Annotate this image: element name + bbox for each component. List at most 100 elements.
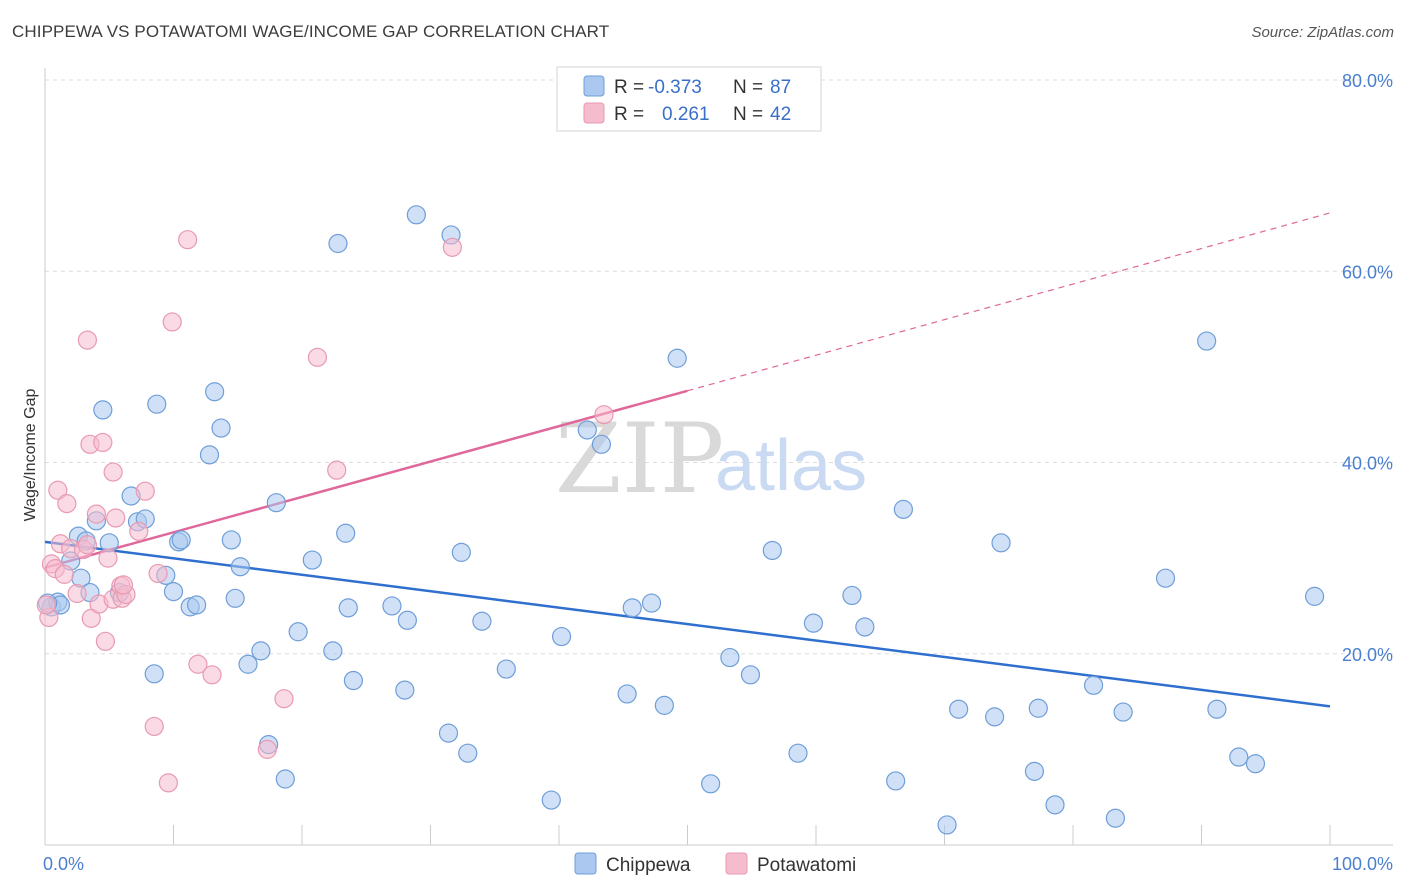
legend-n-value: 87 (770, 77, 791, 98)
data-point-chippewa (163, 581, 184, 602)
data-point-chippewa (654, 695, 674, 715)
legend-n-label: N = (733, 77, 763, 98)
data-point-potawatomi (67, 583, 87, 604)
data-point-chippewa (199, 445, 220, 465)
data-point-chippewa (1197, 331, 1217, 351)
data-point-potawatomi (442, 237, 462, 257)
data-point-chippewa (205, 382, 225, 402)
data-point-potawatomi (48, 480, 68, 500)
watermark-atlas: atlas (715, 426, 867, 506)
axes (44, 68, 1393, 846)
legend-r-value: -0.373 (648, 77, 702, 98)
data-point-chippewa (720, 647, 740, 668)
data-point-chippewa (886, 771, 906, 791)
data-point-chippewa (338, 598, 358, 618)
data-point-potawatomi (106, 508, 126, 528)
data-point-chippewa (187, 595, 207, 615)
data-point-chippewa (1155, 568, 1176, 588)
trend-line (44, 389, 688, 569)
data-point-chippewa (397, 610, 417, 630)
data-point-chippewa (221, 530, 241, 550)
y-tick-label: 20.0% (1342, 645, 1393, 665)
data-point-chippewa (1045, 795, 1065, 815)
data-point-chippewa (323, 641, 343, 661)
trend-lines (44, 212, 1331, 708)
tick-labels: 20.0% 40.0% 60.0% 80.0% 0.0% 100.0% (43, 71, 1393, 874)
data-point-chippewa (991, 533, 1011, 553)
data-point-chippewa (406, 205, 426, 225)
data-point-chippewa (541, 790, 561, 810)
data-point-chippewa (302, 550, 322, 570)
legend-r-label: R = (614, 77, 644, 98)
data-point-chippewa (438, 723, 459, 743)
data-point-chippewa (251, 641, 271, 661)
data-point-chippewa (937, 815, 957, 835)
data-point-chippewa (842, 585, 862, 606)
data-point-potawatomi (77, 535, 98, 555)
data-point-potawatomi (162, 312, 182, 332)
data-point-chippewa (147, 394, 167, 414)
trend-line (44, 540, 1331, 708)
y-axis-label: Wage/Income Gap (22, 389, 39, 522)
data-point-chippewa (1113, 702, 1133, 722)
legend-swatch-chippewa (583, 75, 605, 97)
data-point-chippewa (336, 523, 356, 543)
data-point-potawatomi (188, 654, 208, 674)
data-point-potawatomi (135, 481, 155, 501)
legend-n-value: 42 (770, 104, 791, 125)
data-point-chippewa (328, 233, 348, 254)
series-legend: Chippewa Potawatomi (574, 852, 856, 876)
data-point-potawatomi (327, 460, 347, 480)
legend-swatch-chippewa (574, 852, 597, 875)
data-point-chippewa (803, 613, 824, 633)
data-points (36, 205, 1325, 835)
data-point-chippewa (1028, 698, 1048, 718)
data-point-potawatomi (86, 504, 107, 524)
correlation-legend: R = -0.373 N = 87 R = 0.261 N = 42 (556, 66, 822, 132)
data-point-chippewa (230, 557, 250, 577)
data-point-chippewa (949, 699, 969, 719)
data-point-chippewa (1245, 754, 1266, 774)
data-point-chippewa (144, 664, 164, 684)
x-tick-label: 100.0% (1332, 854, 1393, 874)
data-point-chippewa (382, 596, 402, 616)
y-tick-label: 60.0% (1342, 262, 1393, 282)
data-point-chippewa (496, 659, 516, 679)
data-point-chippewa (225, 588, 245, 608)
data-point-potawatomi (202, 665, 222, 685)
data-point-chippewa (1229, 747, 1249, 767)
data-point-potawatomi (178, 230, 198, 250)
data-point-potawatomi (594, 405, 614, 425)
data-point-potawatomi (307, 347, 328, 367)
data-point-potawatomi (144, 716, 164, 737)
data-point-chippewa (211, 418, 231, 438)
data-point-chippewa (288, 622, 308, 642)
data-point-chippewa (1083, 675, 1104, 695)
legend-label-chippewa: Chippewa (606, 855, 691, 876)
data-point-chippewa (855, 617, 875, 637)
data-point-potawatomi (77, 330, 98, 350)
data-point-potawatomi (148, 563, 168, 584)
y-tick-label: 40.0% (1342, 454, 1393, 474)
data-point-chippewa (622, 598, 642, 618)
source-label: Source: ZipAtlas.com (1251, 24, 1394, 41)
data-point-chippewa (458, 743, 478, 763)
data-point-chippewa (1024, 761, 1045, 781)
data-point-chippewa (171, 530, 191, 550)
data-point-chippewa (343, 670, 363, 691)
data-point-potawatomi (54, 564, 74, 584)
legend-r-value: 0.261 (662, 104, 710, 125)
data-point-chippewa (551, 626, 572, 647)
x-tick-label: 0.0% (43, 854, 84, 874)
data-point-potawatomi (129, 521, 149, 541)
data-point-potawatomi (57, 494, 77, 514)
data-point-chippewa (472, 611, 492, 631)
data-point-chippewa (617, 684, 637, 704)
data-point-chippewa (740, 665, 761, 685)
legend-n-label: N = (733, 104, 763, 125)
data-point-chippewa (591, 434, 612, 454)
data-point-chippewa (667, 348, 687, 368)
data-point-chippewa (266, 493, 286, 513)
data-point-chippewa (238, 654, 258, 674)
